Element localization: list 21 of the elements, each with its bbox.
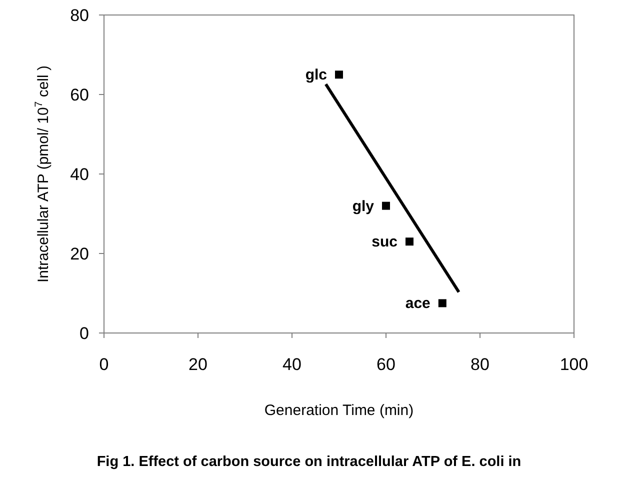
annotation: ace	[405, 295, 430, 312]
caption: Fig 1. Effect of carbon source on intracellular ATP of E. coli in	[96, 454, 522, 470]
x-tick-label: 0	[99, 355, 109, 374]
x-tick-label: 60	[376, 355, 396, 374]
annotation: gly	[352, 198, 375, 215]
x-axis-title: Generation Time (min)	[264, 402, 414, 419]
y-tick-label: 20	[70, 244, 89, 264]
x-tick-label: 20	[188, 355, 208, 374]
point	[438, 299, 446, 308]
y-tick-label: 0	[80, 324, 89, 343]
y-tick-label: 80	[70, 6, 89, 25]
x-tick-label: 100	[560, 355, 588, 374]
point	[335, 70, 343, 79]
annotation: glc	[305, 66, 327, 84]
x-tick-label: 80	[470, 355, 490, 374]
point	[382, 202, 390, 210]
x-tick-label: 40	[282, 355, 302, 374]
annotation: suc	[372, 234, 398, 251]
point	[406, 238, 414, 246]
y-tick-label: 60	[70, 86, 89, 104]
y-tick-label: 40	[70, 165, 89, 184]
